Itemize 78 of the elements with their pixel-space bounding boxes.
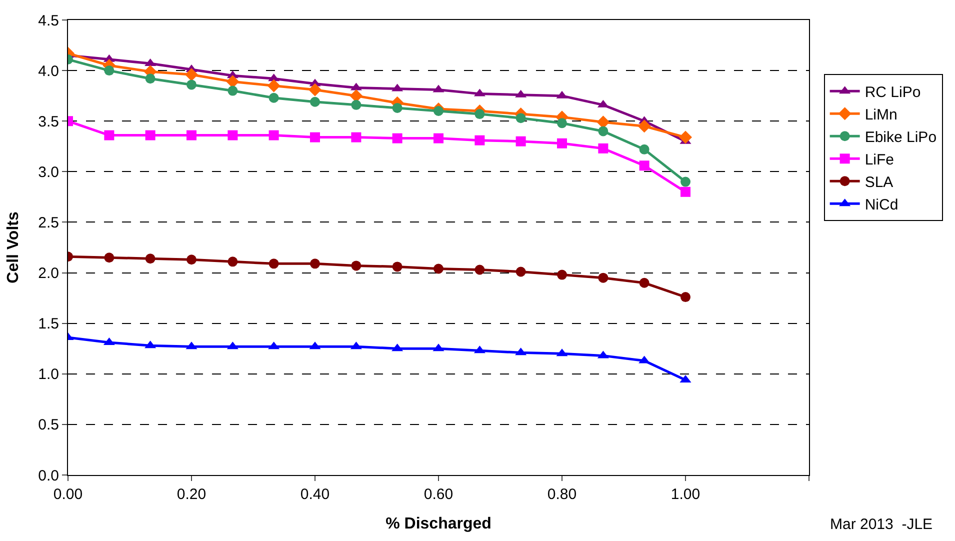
point [186,254,196,265]
x-tick-label: 0.40 [300,486,330,503]
point [434,264,444,274]
point [434,106,444,116]
point [310,258,320,269]
point [392,262,402,272]
point [186,130,196,140]
point [598,126,608,136]
point [350,89,363,102]
point [351,132,362,142]
y-tick-label: 3.5 [38,113,59,130]
point [596,116,610,129]
text: Mar 2013 -JLE [830,516,933,533]
point [639,144,650,154]
point [104,66,114,76]
point [639,160,650,171]
legend-label: Ebike LiPo [864,129,937,146]
y-tick-label: 3.0 [38,164,59,181]
point [474,109,485,120]
y-tick-label: 1.0 [38,366,59,384]
point [308,83,322,96]
point [680,186,690,197]
x-tick-label: 0.60 [424,486,454,503]
point [639,278,650,288]
point [145,254,156,264]
x-tick-label: 0.00 [53,486,83,503]
point [351,260,362,271]
point [516,136,526,146]
x-tick-label: 0.20 [176,486,206,503]
x-axis-title: % Discharged [386,516,492,533]
point [226,75,240,88]
point [434,133,444,144]
point [104,130,114,140]
y-tick-label: 2.5 [38,214,59,232]
y-tick-label: 4.5 [38,12,59,30]
point [228,256,238,267]
point [310,96,320,107]
x-tick-label: 0.80 [547,486,577,503]
y-tick-label: 1.5 [38,316,59,333]
point [516,113,526,124]
legend-label: LiFe [864,152,894,168]
legend-label: LiMn [864,106,898,124]
point [267,79,280,92]
point [557,270,567,280]
point [557,138,567,148]
point [228,130,238,140]
point [268,130,279,140]
point [310,132,320,142]
y-tick-label: 2.0 [38,265,59,282]
point [186,80,196,90]
y-tick-label: 0.0 [38,467,59,484]
point [145,74,156,84]
point [638,120,651,133]
point [598,143,608,154]
point [680,176,690,187]
point [474,135,485,146]
point [392,102,402,113]
y-axis-title: Cell Volts [5,212,22,284]
point [268,92,279,103]
legend-label: SLA [864,174,894,191]
point [598,272,608,283]
y-tick-label: 4.0 [38,62,59,80]
point [557,118,567,128]
point [268,258,279,269]
point [679,130,692,144]
point [351,100,362,110]
point [145,130,156,140]
point [104,252,114,263]
point [680,292,690,302]
point [185,68,198,82]
legend-label: NiCd [864,196,898,214]
legend-label: RC LiPo [864,84,921,101]
point [392,133,402,144]
point [474,264,485,275]
point [228,86,238,96]
y-tick-label: 0.5 [38,416,59,434]
x-tick-label: 1.00 [670,486,700,503]
point [516,266,526,277]
